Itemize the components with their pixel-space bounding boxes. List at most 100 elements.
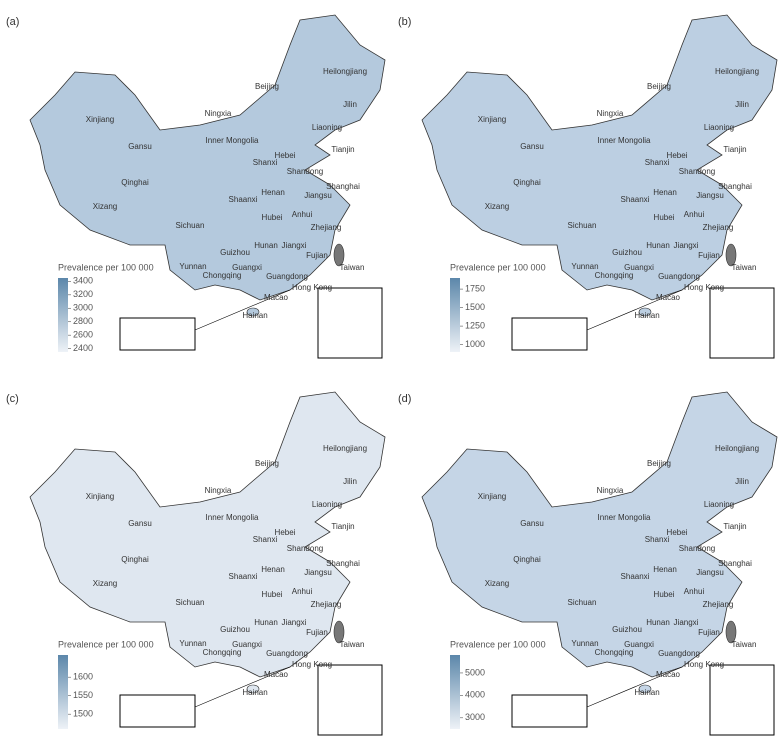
legend-title: Prevalence per 100 000 [58, 639, 154, 649]
region-label: Chongqing [203, 271, 242, 280]
region-label: Shanxi [253, 535, 278, 544]
region-label: Beijing [647, 82, 671, 91]
colorbar-tick-label: 1550 [73, 690, 93, 700]
region-label: Yunnan [571, 262, 598, 271]
hainan-island [638, 307, 652, 317]
country-outline [29, 14, 386, 301]
region-label: Shandong [679, 167, 715, 176]
legend-title: Prevalence per 100 000 [450, 639, 546, 649]
region-label: Xinjiang [86, 492, 114, 501]
region-label: Macao [264, 670, 289, 679]
region-label: Taiwan [340, 640, 365, 649]
region-label: Macao [656, 670, 681, 679]
region-label: Hong Kong [684, 283, 724, 292]
region-label: Gansu [520, 519, 544, 528]
region-label: Zhejiang [311, 600, 342, 609]
inset-box [317, 287, 383, 359]
region-label: Henan [653, 188, 677, 197]
colorbar-tick-label: 5000 [465, 667, 485, 677]
region-label: Qinghai [121, 178, 149, 187]
taiwan-island [725, 620, 737, 644]
region-label: Hebei [667, 528, 688, 537]
legend-title: Prevalence per 100 000 [450, 262, 546, 272]
colorbar-tick-label: 3000 [73, 303, 93, 313]
region-label: Heilongjiang [715, 444, 759, 453]
region-label: Taiwan [340, 263, 365, 272]
region-label: Shaanxi [621, 572, 650, 581]
region-label: Fujian [306, 251, 328, 260]
map-panel: (a) Xinjiang Xizang Qinghai Gansu Ningxia Inne… [6, 14, 386, 359]
region-label: Jilin [735, 477, 749, 486]
inset-box [709, 664, 775, 736]
region-label: Hainan [634, 688, 659, 697]
legend-title: Prevalence per 100 000 [58, 262, 154, 272]
region-label: Hainan [242, 311, 267, 320]
region-label: Gansu [128, 519, 152, 528]
inset-pointer [586, 289, 683, 331]
region-label: Sichuan [176, 598, 205, 607]
region-label: Hong Kong [684, 660, 724, 669]
region-label: Hunan [254, 618, 278, 627]
map-panel: (d) Xinjiang Xizang Qinghai Gansu Ningxia Inne… [398, 391, 778, 736]
region-label: Qinghai [513, 555, 541, 564]
region-label: Jilin [343, 477, 357, 486]
region-label: Anhui [292, 587, 313, 596]
region-label: Qinghai [513, 178, 541, 187]
inset-box [709, 287, 775, 359]
region-label: Hebei [275, 528, 296, 537]
region-label: Hubei [262, 213, 283, 222]
region-label: Heilongjiang [715, 67, 759, 76]
region-label: Ningxia [597, 486, 624, 495]
region-label: Shaanxi [229, 195, 258, 204]
colorbar-tick-label: 1500 [465, 302, 485, 312]
region-label: Hainan [634, 311, 659, 320]
region-label: Macao [656, 293, 681, 302]
map-panel: (c) Xinjiang Xizang Qinghai Gansu Ningxia Inne… [6, 391, 386, 736]
region-label: Guangdong [658, 649, 700, 658]
region-label: Xinjiang [86, 115, 114, 124]
region-label: Guangxi [624, 263, 654, 272]
region-label: Heilongjiang [323, 67, 367, 76]
region-label: Qinghai [121, 555, 149, 564]
country-outline [29, 391, 386, 678]
region-label: Hubei [654, 213, 675, 222]
region-label: Shaanxi [621, 195, 650, 204]
region-label: Hebei [275, 151, 296, 160]
region-label: Zhejiang [311, 223, 342, 232]
region-label: Shanghai [718, 182, 752, 191]
region-label: Jiangsu [696, 568, 724, 577]
region-label: Fujian [306, 628, 328, 637]
inset-pointer [194, 666, 291, 708]
colorbar-tick-label: 1600 [73, 672, 93, 682]
region-label: Guizhou [220, 625, 250, 634]
region-label: Hubei [262, 590, 283, 599]
region-label: Shandong [287, 167, 323, 176]
region-label: Beijing [255, 459, 279, 468]
region-label: Henan [261, 565, 285, 574]
map-panel: (b) Xinjiang Xizang Qinghai Gansu Ningxia Inne… [398, 14, 778, 359]
colorbar-tick-label: 3000 [465, 712, 485, 722]
region-label: Hunan [254, 241, 278, 250]
inset-box [511, 694, 588, 728]
hainan-island [638, 684, 652, 694]
colorbar-tick-label: 1750 [465, 283, 485, 293]
region-label: Chongqing [595, 271, 634, 280]
colorbar [58, 655, 68, 729]
region-label: Chongqing [595, 648, 634, 657]
region-label: Hunan [646, 618, 670, 627]
region-label: Zhejiang [703, 600, 734, 609]
region-label: Macao [264, 293, 289, 302]
hainan-island [246, 684, 260, 694]
region-label: Shanghai [326, 182, 360, 191]
colorbar-tick-label: 1250 [465, 320, 485, 330]
region-label: Sichuan [568, 598, 597, 607]
region-label: Xizang [93, 202, 117, 211]
region-label: Ningxia [205, 486, 232, 495]
region-label: Shanxi [645, 158, 670, 167]
region-label: Henan [653, 565, 677, 574]
colorbar [450, 655, 460, 729]
taiwan-island [725, 243, 737, 267]
region-label: Liaoning [312, 123, 342, 132]
region-label: Gansu [128, 142, 152, 151]
